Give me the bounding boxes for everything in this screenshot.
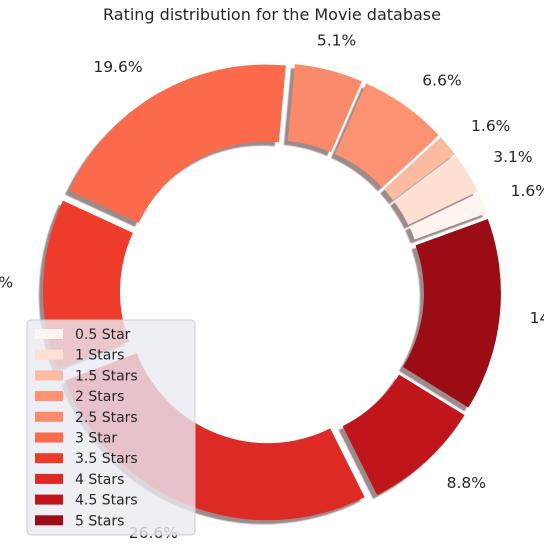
slices	[43, 64, 501, 521]
legend-label: 0.5 Star	[75, 327, 131, 343]
slice-1-stars	[394, 155, 478, 225]
percent-label: 6.6%	[422, 72, 461, 90]
legend-label: 4 Stars	[75, 472, 124, 488]
legend-label: 2 Stars	[75, 389, 124, 405]
legend-swatch	[35, 349, 63, 360]
legend-swatch	[35, 494, 63, 505]
slice-2-stars	[335, 83, 439, 188]
legend-swatch	[35, 411, 63, 422]
slice-1-5-stars	[384, 137, 455, 201]
legend-label: 5 Stars	[75, 513, 124, 529]
legend-label: 2.5 Stars	[75, 410, 138, 426]
legend-swatch	[35, 515, 63, 526]
legend-swatch	[35, 370, 63, 381]
legend-label: 4.5 Stars	[75, 493, 138, 509]
legend-swatch	[35, 432, 63, 443]
legend: 0.5 Star 1 Stars 1.5 Stars 2 Stars 2.5 Stars…	[26, 319, 196, 536]
legend-frame	[26, 319, 196, 536]
chart-title: Rating distribution for the Movie databa…	[103, 5, 441, 24]
legend-label: 1.5 Stars	[75, 368, 138, 384]
slice-3-star	[68, 64, 286, 223]
slice-2-5-stars	[287, 64, 362, 153]
legend-label: 1 Stars	[75, 348, 124, 364]
percent-label: 8.8%	[447, 474, 486, 492]
percent-label: 3.1%	[493, 148, 532, 166]
legend-label: 3.5 Stars	[75, 451, 138, 467]
legend-swatch	[35, 391, 63, 402]
slice-4-5-stars	[342, 374, 465, 495]
slice-0-5-star	[409, 193, 487, 240]
percent-label: 14.4%	[530, 309, 544, 327]
percent-label: 5.1%	[317, 32, 356, 50]
percent-label: 19.6%	[93, 58, 142, 76]
legend-label: 3 Star	[75, 431, 117, 447]
legend-swatch	[35, 329, 63, 339]
slice-5-stars	[402, 219, 501, 408]
percent-label: 12.7%	[0, 274, 13, 292]
legend-swatch	[35, 453, 63, 464]
percent-label: 1.6%	[511, 182, 544, 200]
legend-swatch	[35, 473, 63, 484]
percent-label: 1.6%	[471, 117, 510, 135]
